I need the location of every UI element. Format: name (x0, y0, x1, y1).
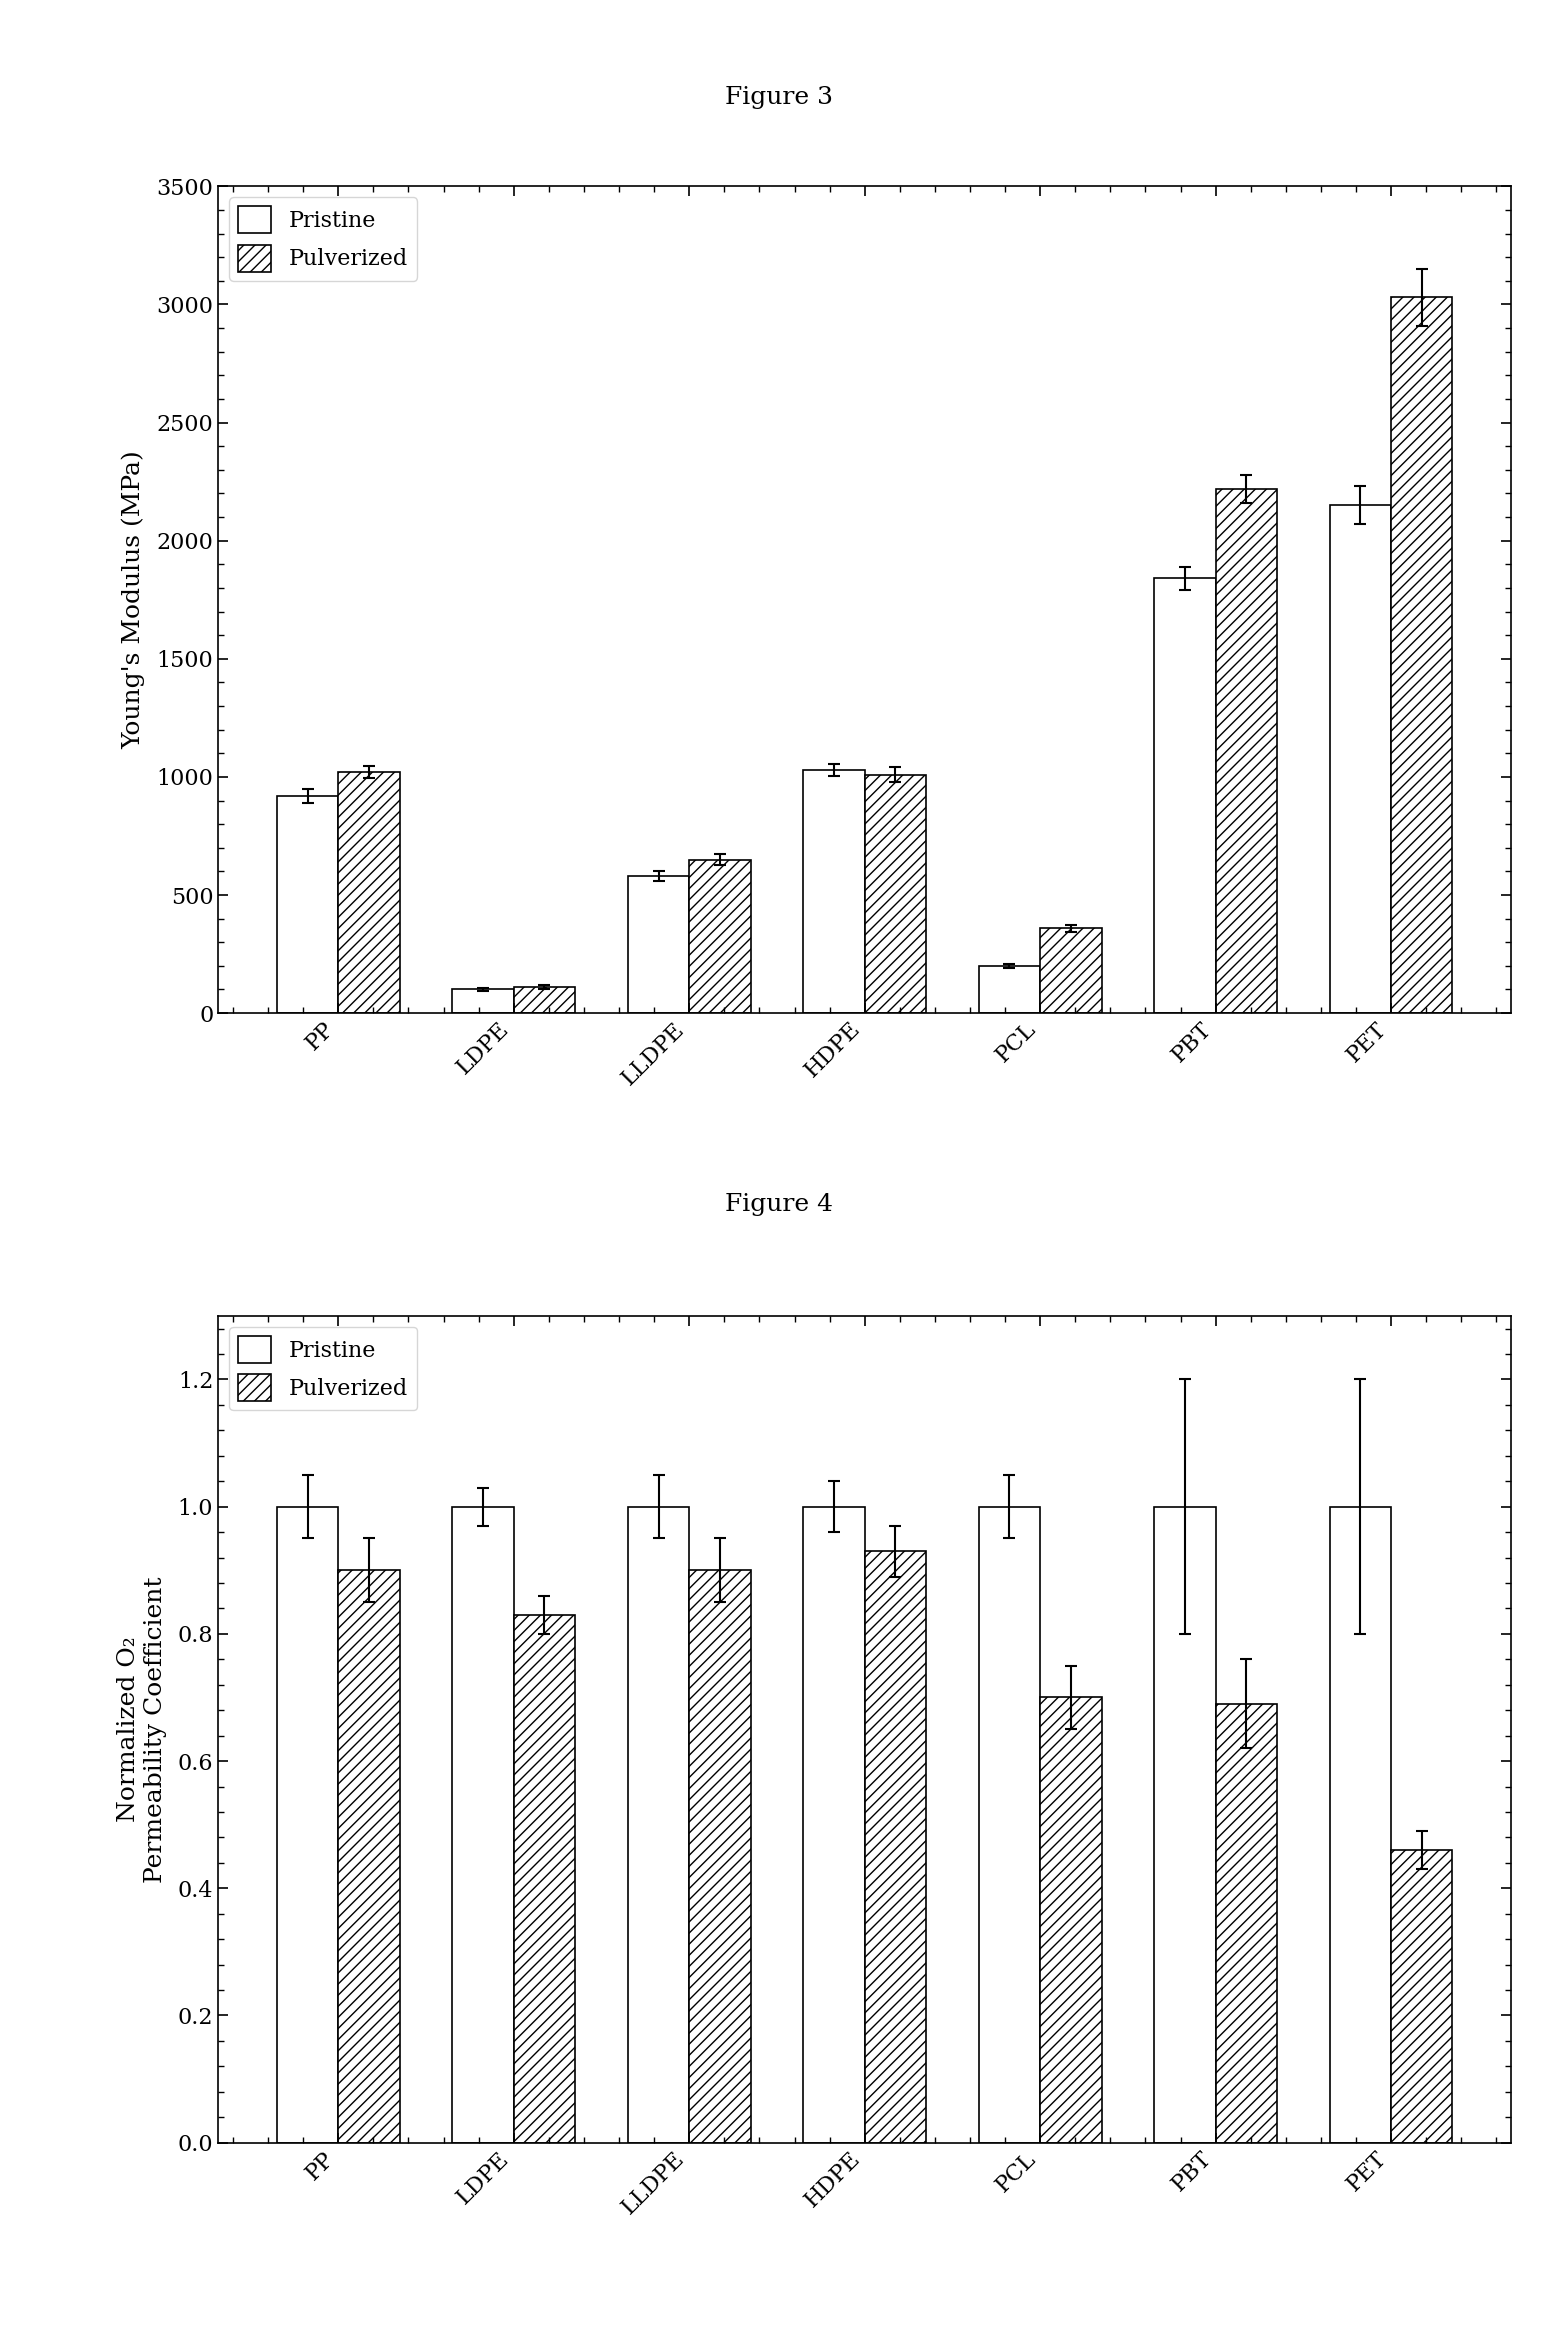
Bar (1041, 927, 1102, 1013)
Bar (452, 1507, 514, 2143)
Bar (689, 1570, 751, 2143)
Bar (1391, 1849, 1452, 2143)
Bar (1041, 1698, 1102, 2143)
Bar (804, 771, 865, 1013)
Bar (978, 967, 1041, 1013)
Bar (1154, 1507, 1215, 2143)
Y-axis label: Normalized O₂
Permeability Coefficient: Normalized O₂ Permeability Coefficient (117, 1577, 167, 1882)
Bar (1154, 578, 1215, 1013)
Bar (628, 1507, 689, 2143)
Bar (514, 1614, 575, 2143)
Y-axis label: Young's Modulus (MPa): Young's Modulus (MPa) (122, 449, 145, 750)
Bar (514, 987, 575, 1013)
Legend: Pristine, Pulverized: Pristine, Pulverized (229, 198, 418, 279)
Text: Figure 3: Figure 3 (724, 86, 834, 109)
Legend: Pristine, Pulverized: Pristine, Pulverized (229, 1328, 418, 1409)
Bar (804, 1507, 865, 2143)
Bar (865, 776, 925, 1013)
Bar (277, 797, 338, 1013)
Bar (978, 1507, 1041, 2143)
Bar (338, 773, 400, 1013)
Bar (1391, 298, 1452, 1013)
Bar (338, 1570, 400, 2143)
Bar (1329, 505, 1391, 1013)
Bar (1215, 489, 1278, 1013)
Text: Figure 4: Figure 4 (724, 1192, 834, 1216)
Bar (277, 1507, 338, 2143)
Bar (865, 1551, 925, 2143)
Bar (689, 859, 751, 1013)
Bar (1329, 1507, 1391, 2143)
Bar (452, 990, 514, 1013)
Bar (1215, 1705, 1278, 2143)
Bar (628, 876, 689, 1013)
